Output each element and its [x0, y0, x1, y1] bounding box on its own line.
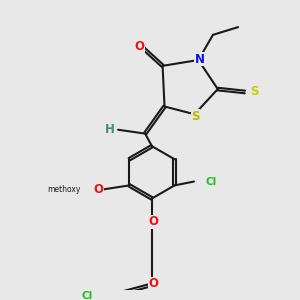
- Text: O: O: [149, 215, 159, 228]
- Text: O: O: [149, 277, 159, 290]
- Text: O: O: [134, 40, 144, 53]
- Text: S: S: [250, 85, 259, 98]
- Text: N: N: [194, 52, 204, 66]
- Text: H: H: [105, 123, 115, 136]
- Text: methoxy: methoxy: [47, 185, 81, 194]
- Text: O: O: [93, 183, 103, 196]
- Text: Cl: Cl: [206, 176, 217, 187]
- Text: S: S: [191, 110, 200, 123]
- Text: Cl: Cl: [81, 291, 93, 300]
